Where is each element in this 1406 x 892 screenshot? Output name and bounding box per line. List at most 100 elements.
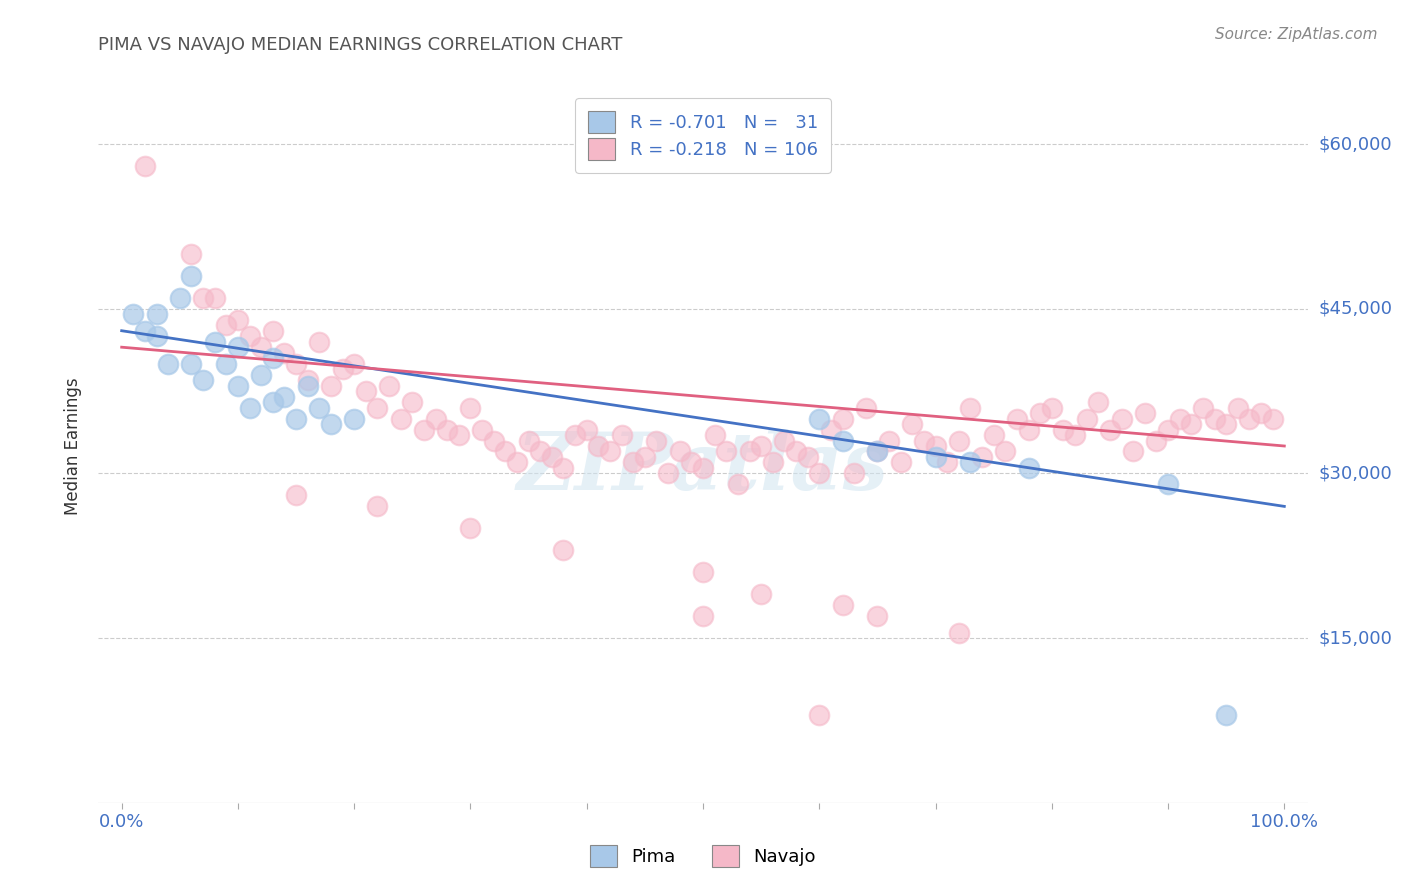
Point — [157, 357, 180, 371]
Point — [970, 450, 993, 464]
Point — [1111, 411, 1133, 425]
Point — [239, 401, 262, 415]
Point — [319, 378, 342, 392]
Point — [1064, 428, 1087, 442]
Point — [1018, 461, 1040, 475]
Point — [808, 411, 831, 425]
Point — [285, 488, 308, 502]
Point — [460, 401, 482, 415]
Point — [425, 411, 447, 425]
Point — [122, 307, 145, 321]
Point — [517, 434, 540, 448]
Point — [204, 291, 226, 305]
Point — [215, 357, 238, 371]
Point — [762, 455, 785, 469]
Point — [796, 450, 818, 464]
Point — [366, 401, 388, 415]
Text: ZIPatlas: ZIPatlas — [517, 429, 889, 506]
Point — [1180, 417, 1202, 431]
Legend: Pima, Navajo: Pima, Navajo — [583, 838, 823, 874]
Point — [703, 428, 725, 442]
Point — [692, 566, 714, 580]
Text: $45,000: $45,000 — [1319, 300, 1393, 318]
Point — [564, 428, 586, 442]
Point — [842, 467, 865, 481]
Point — [820, 423, 842, 437]
Point — [749, 439, 772, 453]
Point — [226, 340, 249, 354]
Point — [1052, 423, 1074, 437]
Point — [936, 455, 959, 469]
Point — [506, 455, 529, 469]
Text: $30,000: $30,000 — [1319, 465, 1392, 483]
Legend: R = -0.701   N =   31, R = -0.218   N = 106: R = -0.701 N = 31, R = -0.218 N = 106 — [575, 98, 831, 173]
Point — [319, 417, 342, 431]
Point — [297, 378, 319, 392]
Point — [262, 324, 284, 338]
Point — [262, 395, 284, 409]
Point — [273, 345, 295, 359]
Point — [948, 625, 970, 640]
Point — [959, 455, 981, 469]
Point — [1040, 401, 1063, 415]
Point — [354, 384, 377, 398]
Point — [1029, 406, 1052, 420]
Point — [785, 444, 807, 458]
Point — [262, 351, 284, 366]
Point — [1144, 434, 1167, 448]
Point — [1192, 401, 1215, 415]
Point — [343, 411, 366, 425]
Point — [436, 423, 458, 437]
Point — [924, 439, 946, 453]
Point — [855, 401, 877, 415]
Point — [308, 401, 330, 415]
Point — [727, 477, 749, 491]
Point — [738, 444, 761, 458]
Point — [180, 357, 202, 371]
Point — [948, 434, 970, 448]
Point — [250, 340, 273, 354]
Point — [366, 500, 388, 514]
Point — [482, 434, 505, 448]
Point — [191, 291, 214, 305]
Point — [145, 329, 167, 343]
Point — [912, 434, 935, 448]
Point — [285, 357, 308, 371]
Point — [226, 378, 249, 392]
Point — [692, 609, 714, 624]
Point — [831, 598, 853, 612]
Point — [773, 434, 796, 448]
Point — [599, 444, 621, 458]
Point — [901, 417, 924, 431]
Text: $60,000: $60,000 — [1319, 135, 1392, 153]
Point — [1122, 444, 1144, 458]
Point — [134, 159, 156, 173]
Point — [1226, 401, 1249, 415]
Point — [447, 428, 470, 442]
Point — [1215, 708, 1237, 723]
Point — [378, 378, 401, 392]
Point — [273, 390, 295, 404]
Point — [1204, 411, 1226, 425]
Text: PIMA VS NAVAJO MEDIAN EARNINGS CORRELATION CHART: PIMA VS NAVAJO MEDIAN EARNINGS CORRELATI… — [98, 36, 623, 54]
Point — [716, 444, 738, 458]
Point — [890, 455, 912, 469]
Text: Source: ZipAtlas.com: Source: ZipAtlas.com — [1215, 27, 1378, 42]
Point — [610, 428, 633, 442]
Point — [540, 450, 562, 464]
Point — [634, 450, 657, 464]
Point — [1133, 406, 1156, 420]
Point — [866, 609, 889, 624]
Point — [215, 318, 238, 333]
Point — [1157, 423, 1180, 437]
Point — [1168, 411, 1191, 425]
Point — [831, 411, 853, 425]
Point — [1087, 395, 1109, 409]
Point — [831, 434, 853, 448]
Point — [494, 444, 516, 458]
Point — [1157, 477, 1180, 491]
Point — [749, 587, 772, 601]
Point — [553, 461, 575, 475]
Point — [134, 324, 156, 338]
Point — [145, 307, 167, 321]
